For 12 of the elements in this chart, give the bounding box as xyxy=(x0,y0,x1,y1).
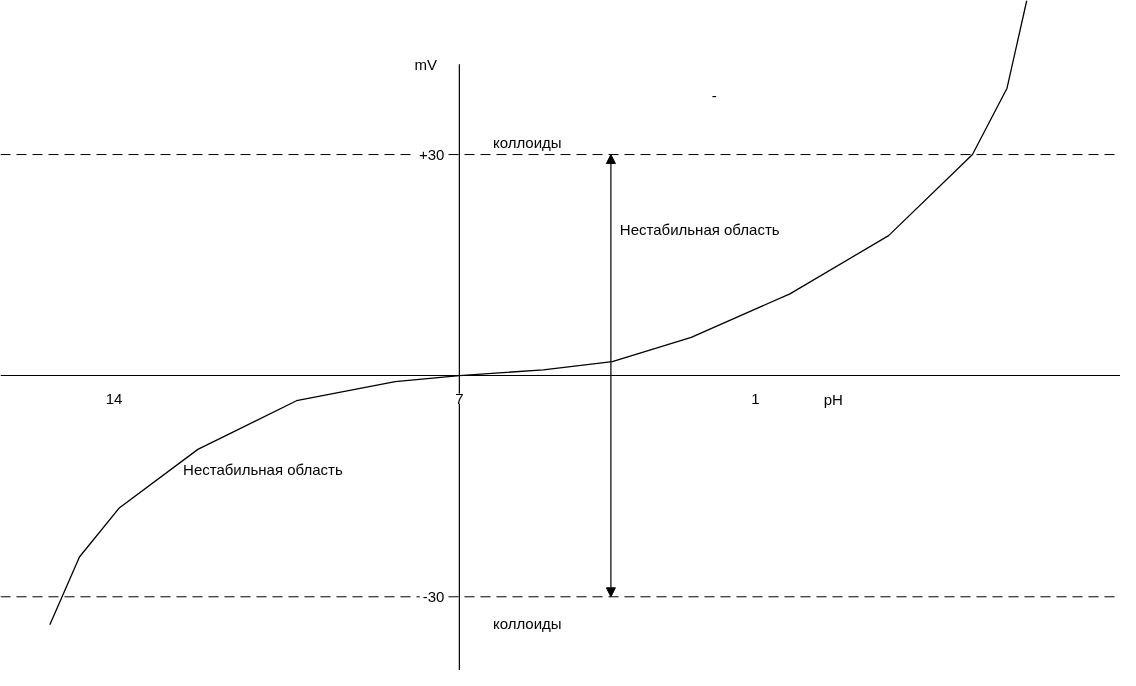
y-tick-label: +30 xyxy=(418,145,445,163)
annotation: Нестабильная область xyxy=(183,460,343,478)
annotation: Нестабильная область xyxy=(619,221,780,239)
x-tick-label: 7 xyxy=(455,389,464,407)
ref-line-label: коллоиды xyxy=(492,133,562,151)
x-tick-label: 14 xyxy=(105,389,123,407)
y-tick-label: -30 xyxy=(422,587,445,605)
x-tick-label: 1 xyxy=(751,389,760,407)
x-axis-title: pH xyxy=(823,390,843,408)
y-axis-title: mV xyxy=(414,55,437,73)
ref-line-label: коллоиды xyxy=(492,614,562,632)
annotation: - xyxy=(711,86,717,104)
